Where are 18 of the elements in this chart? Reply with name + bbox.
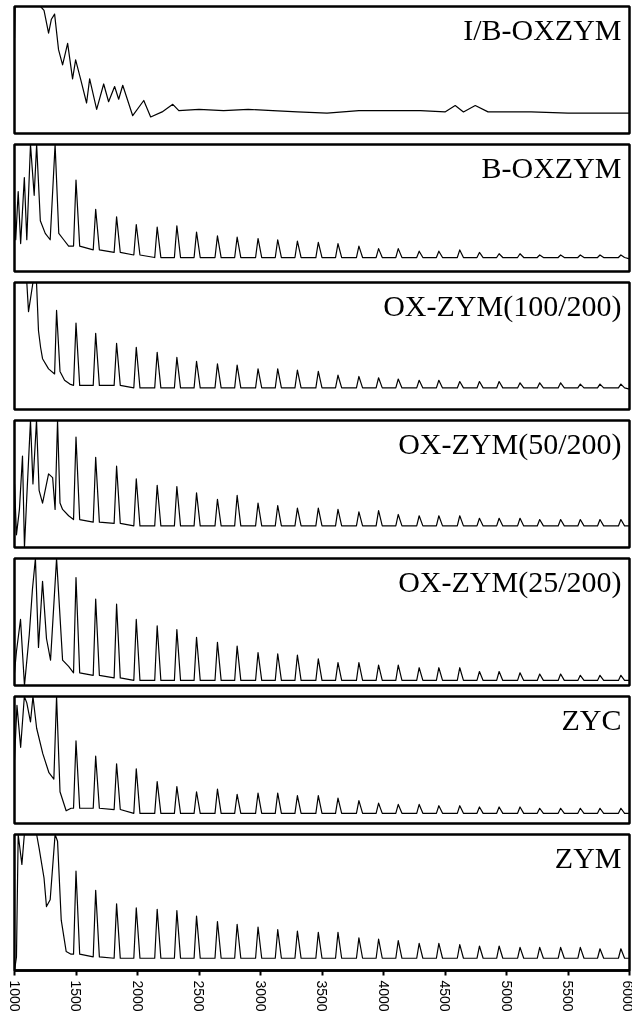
x-tick-label: 3000 bbox=[252, 980, 269, 1012]
x-tick-label: 3500 bbox=[314, 980, 330, 1012]
x-tick-label: 5500 bbox=[560, 980, 576, 1012]
chart-title: ZYC bbox=[561, 702, 622, 736]
x-tick-label: 1000 bbox=[6, 980, 23, 1012]
chart-title: I/B-OXZYM bbox=[463, 12, 622, 46]
x-tick-label: 6000 bbox=[619, 980, 632, 1012]
chart-title: B-OXZYM bbox=[481, 150, 622, 184]
x-tick-label: 2500 bbox=[191, 980, 207, 1012]
chart-title: OX-ZYM(25/200) bbox=[398, 564, 622, 599]
chart-title: OX-ZYM(100/200) bbox=[383, 288, 622, 323]
chart-title: OX-ZYM(50/200) bbox=[398, 426, 622, 461]
x-tick-label: 2000 bbox=[129, 980, 146, 1012]
x-tick-label: 1500 bbox=[68, 980, 84, 1012]
chart-title: ZYM bbox=[554, 840, 622, 874]
x-tick-label: 5000 bbox=[498, 980, 515, 1012]
x-tick-label: 4500 bbox=[437, 980, 453, 1012]
x-tick-label: 4000 bbox=[375, 980, 392, 1012]
